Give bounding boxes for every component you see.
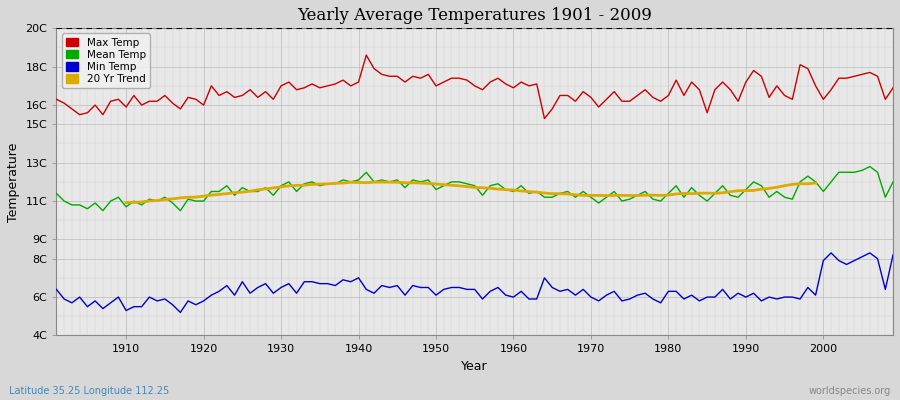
Text: Latitude 35.25 Longitude 112.25: Latitude 35.25 Longitude 112.25: [9, 386, 169, 396]
Title: Yearly Average Temperatures 1901 - 2009: Yearly Average Temperatures 1901 - 2009: [297, 7, 652, 24]
Y-axis label: Temperature: Temperature: [7, 142, 20, 222]
Text: worldspecies.org: worldspecies.org: [809, 386, 891, 396]
X-axis label: Year: Year: [462, 360, 488, 373]
Legend: Max Temp, Mean Temp, Min Temp, 20 Yr Trend: Max Temp, Mean Temp, Min Temp, 20 Yr Tre…: [61, 34, 150, 88]
